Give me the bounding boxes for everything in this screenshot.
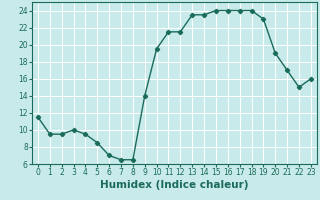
X-axis label: Humidex (Indice chaleur): Humidex (Indice chaleur) [100, 180, 249, 190]
